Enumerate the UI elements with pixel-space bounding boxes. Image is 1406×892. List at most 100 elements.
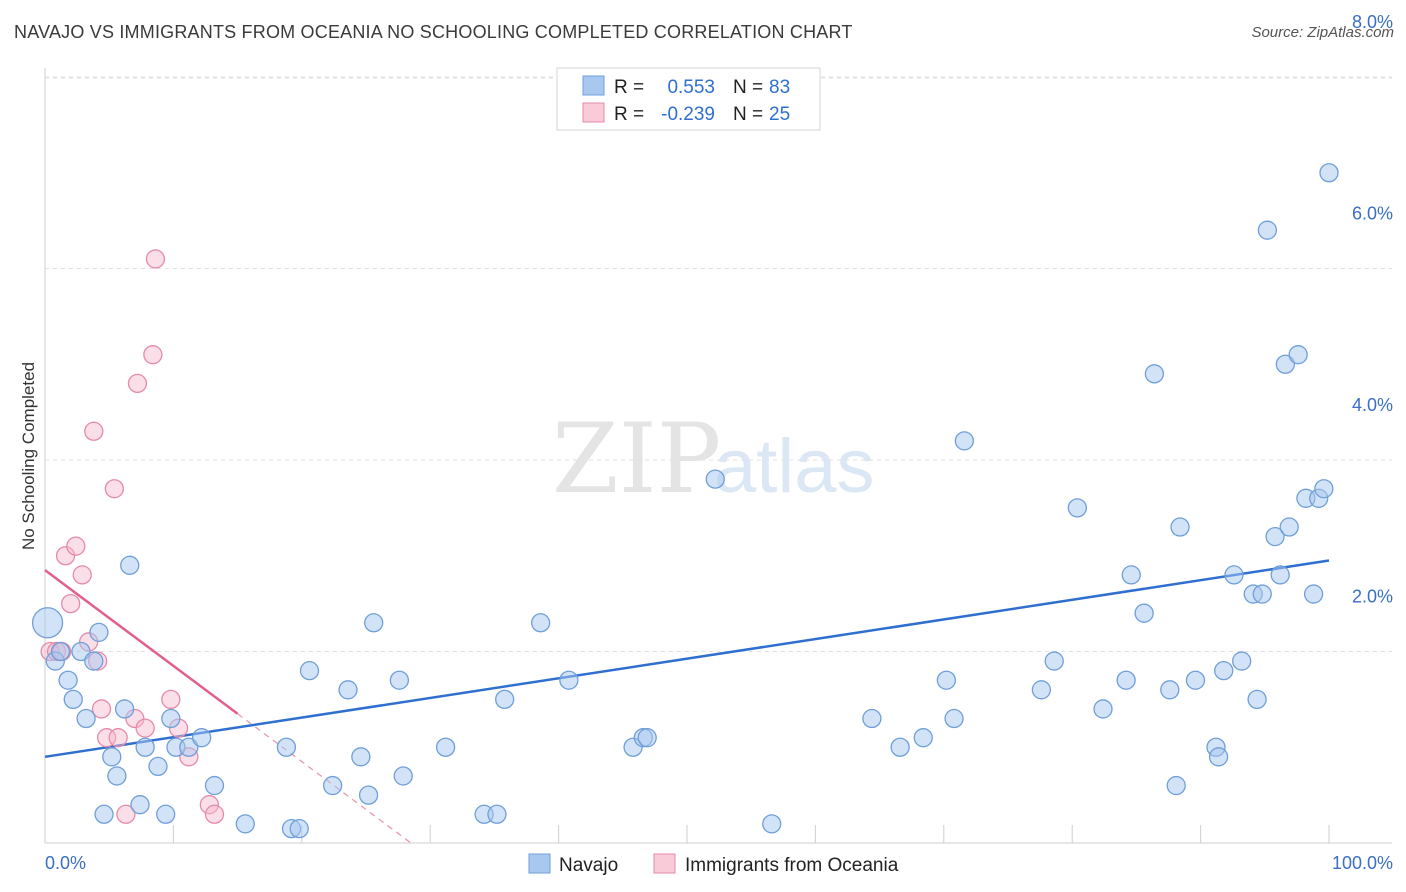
navajo-point-40 xyxy=(559,670,579,690)
navajo-point-50 xyxy=(944,708,964,729)
correlation-legend: R = 0.553 N = 83 R = -0.239 N = 25 xyxy=(556,67,821,131)
y-axis-label: No Schooling Completed xyxy=(19,362,38,550)
watermark-zip: ZIP xyxy=(552,403,721,515)
navajo-point-33 xyxy=(389,670,410,690)
legend-r-value-oceania: -0.239 xyxy=(661,104,715,125)
oceania-point-10 xyxy=(91,699,112,719)
navajo-point-37 xyxy=(487,804,507,824)
chart-title: NAVAJO VS IMMIGRANTS FROM OCEANIA NO SCH… xyxy=(14,22,853,42)
navajo-point-26 xyxy=(289,818,309,839)
navajo-point-6 xyxy=(76,708,96,729)
navajo-point-55 xyxy=(1093,699,1113,719)
navajo-point-76 xyxy=(1279,517,1299,537)
navajo-point-82 xyxy=(1319,163,1339,183)
oceania-trend-extension xyxy=(237,713,412,844)
navajo-point-10 xyxy=(102,747,122,767)
source-credit: Source: ZipAtlas.com xyxy=(1251,24,1394,41)
navajo-point-75 xyxy=(1275,354,1295,374)
oceania-point-12 xyxy=(104,479,124,499)
oceania-point-23 xyxy=(199,795,220,815)
bottom-legend-swatch-navajo xyxy=(528,853,551,874)
navajo-point-57 xyxy=(1121,565,1141,585)
navajo-point-81 xyxy=(1314,479,1334,499)
legend-n-value-navajo: 83 xyxy=(769,77,790,98)
navajo-point-59 xyxy=(1144,364,1165,384)
legend-r-value-navajo: 0.553 xyxy=(667,77,715,98)
navajo-point-29 xyxy=(338,680,358,700)
x-tick-label-min: 0.0% xyxy=(45,853,86,873)
navajo-point-2 xyxy=(50,641,71,662)
navajo-point-20 xyxy=(179,737,199,757)
y-tick-labels: 2.0% 4.0% 6.0% 8.0% xyxy=(1352,12,1393,607)
navajo-point-13 xyxy=(120,555,140,575)
y-tick-label-4: 4.0% xyxy=(1352,395,1393,415)
navajo-point-22 xyxy=(204,775,225,796)
navajo-point-58 xyxy=(1134,603,1154,623)
navajo-point-49 xyxy=(936,670,957,690)
navajo-point-73 xyxy=(1265,526,1285,547)
navajo-point-8 xyxy=(89,622,109,642)
navajo-point-27 xyxy=(299,661,320,681)
navajo-point-46 xyxy=(862,708,882,729)
navajo-point-68 xyxy=(1232,651,1252,671)
navajo-point-38 xyxy=(495,689,515,710)
oceania-point-4 xyxy=(61,593,81,614)
navajo-point-18 xyxy=(161,708,181,729)
oceania-point-18 xyxy=(143,345,163,365)
oceania-point-20 xyxy=(161,689,181,710)
navajo-point-34 xyxy=(393,766,413,786)
bottom-legend-swatch-oceania xyxy=(653,853,676,874)
oceania-point-5 xyxy=(66,536,86,556)
bottom-legend-label-navajo: Navajo xyxy=(559,855,618,876)
navajo-point-11 xyxy=(107,766,127,786)
oceania-point-17 xyxy=(135,718,155,738)
navajo-point-71 xyxy=(1252,584,1272,604)
navajo-point-65 xyxy=(1208,747,1229,767)
navajo-point-32 xyxy=(364,613,384,633)
navajo-point-53 xyxy=(1044,651,1064,671)
navajo-point-61 xyxy=(1166,775,1186,796)
series-legend: Navajo Immigrants from Oceania xyxy=(528,853,899,876)
navajo-point-79 xyxy=(1303,584,1324,604)
navajo-point-28 xyxy=(322,775,343,796)
navajo-point-12 xyxy=(114,699,135,719)
legend-r-label-navajo: R = xyxy=(614,77,644,98)
navajo-point-44 xyxy=(705,469,725,489)
legend-swatch-oceania xyxy=(582,102,605,123)
navajo-point-0 xyxy=(31,607,64,639)
navajo-point-70 xyxy=(1247,689,1267,710)
legend-n-value-oceania: 25 xyxy=(769,104,790,125)
y-tick-label-8: 8.0% xyxy=(1352,12,1393,32)
oceania-point-16 xyxy=(127,373,148,394)
legend-r-label-oceania: R = xyxy=(614,104,644,125)
navajo-point-72 xyxy=(1257,220,1278,240)
x-tick-label-max: 100.0% xyxy=(1332,853,1393,873)
navajo-point-30 xyxy=(351,747,371,767)
navajo-point-43 xyxy=(637,728,657,748)
gridlines xyxy=(45,76,1392,652)
navajo-point-62 xyxy=(1170,517,1190,537)
navajo-point-39 xyxy=(530,613,551,633)
oceania-point-3 xyxy=(55,546,76,566)
navajo-point-54 xyxy=(1067,498,1087,518)
oceania-point-8 xyxy=(84,421,104,441)
legend-swatch-navajo xyxy=(582,75,605,96)
legend-n-label-navajo: N = xyxy=(733,77,763,98)
oceania-point-14 xyxy=(116,804,136,824)
navajo-point-31 xyxy=(358,785,379,805)
navajo-point-35 xyxy=(435,737,456,757)
navajo-point-52 xyxy=(1031,680,1052,700)
navajo-point-66 xyxy=(1214,661,1234,681)
navajo-point-47 xyxy=(890,737,910,757)
navajo-point-63 xyxy=(1185,670,1206,690)
navajo-point-67 xyxy=(1224,565,1244,585)
navajo-trend-line xyxy=(44,559,1330,759)
navajo-point-24 xyxy=(276,737,297,757)
navajo-point-4 xyxy=(63,689,83,710)
navajo-point-51 xyxy=(954,431,974,451)
oceania-point-13 xyxy=(108,728,128,748)
navajo-point-48 xyxy=(913,728,933,748)
bottom-legend-label-oceania: Immigrants from Oceania xyxy=(685,855,899,876)
navajo-point-17 xyxy=(156,804,176,824)
